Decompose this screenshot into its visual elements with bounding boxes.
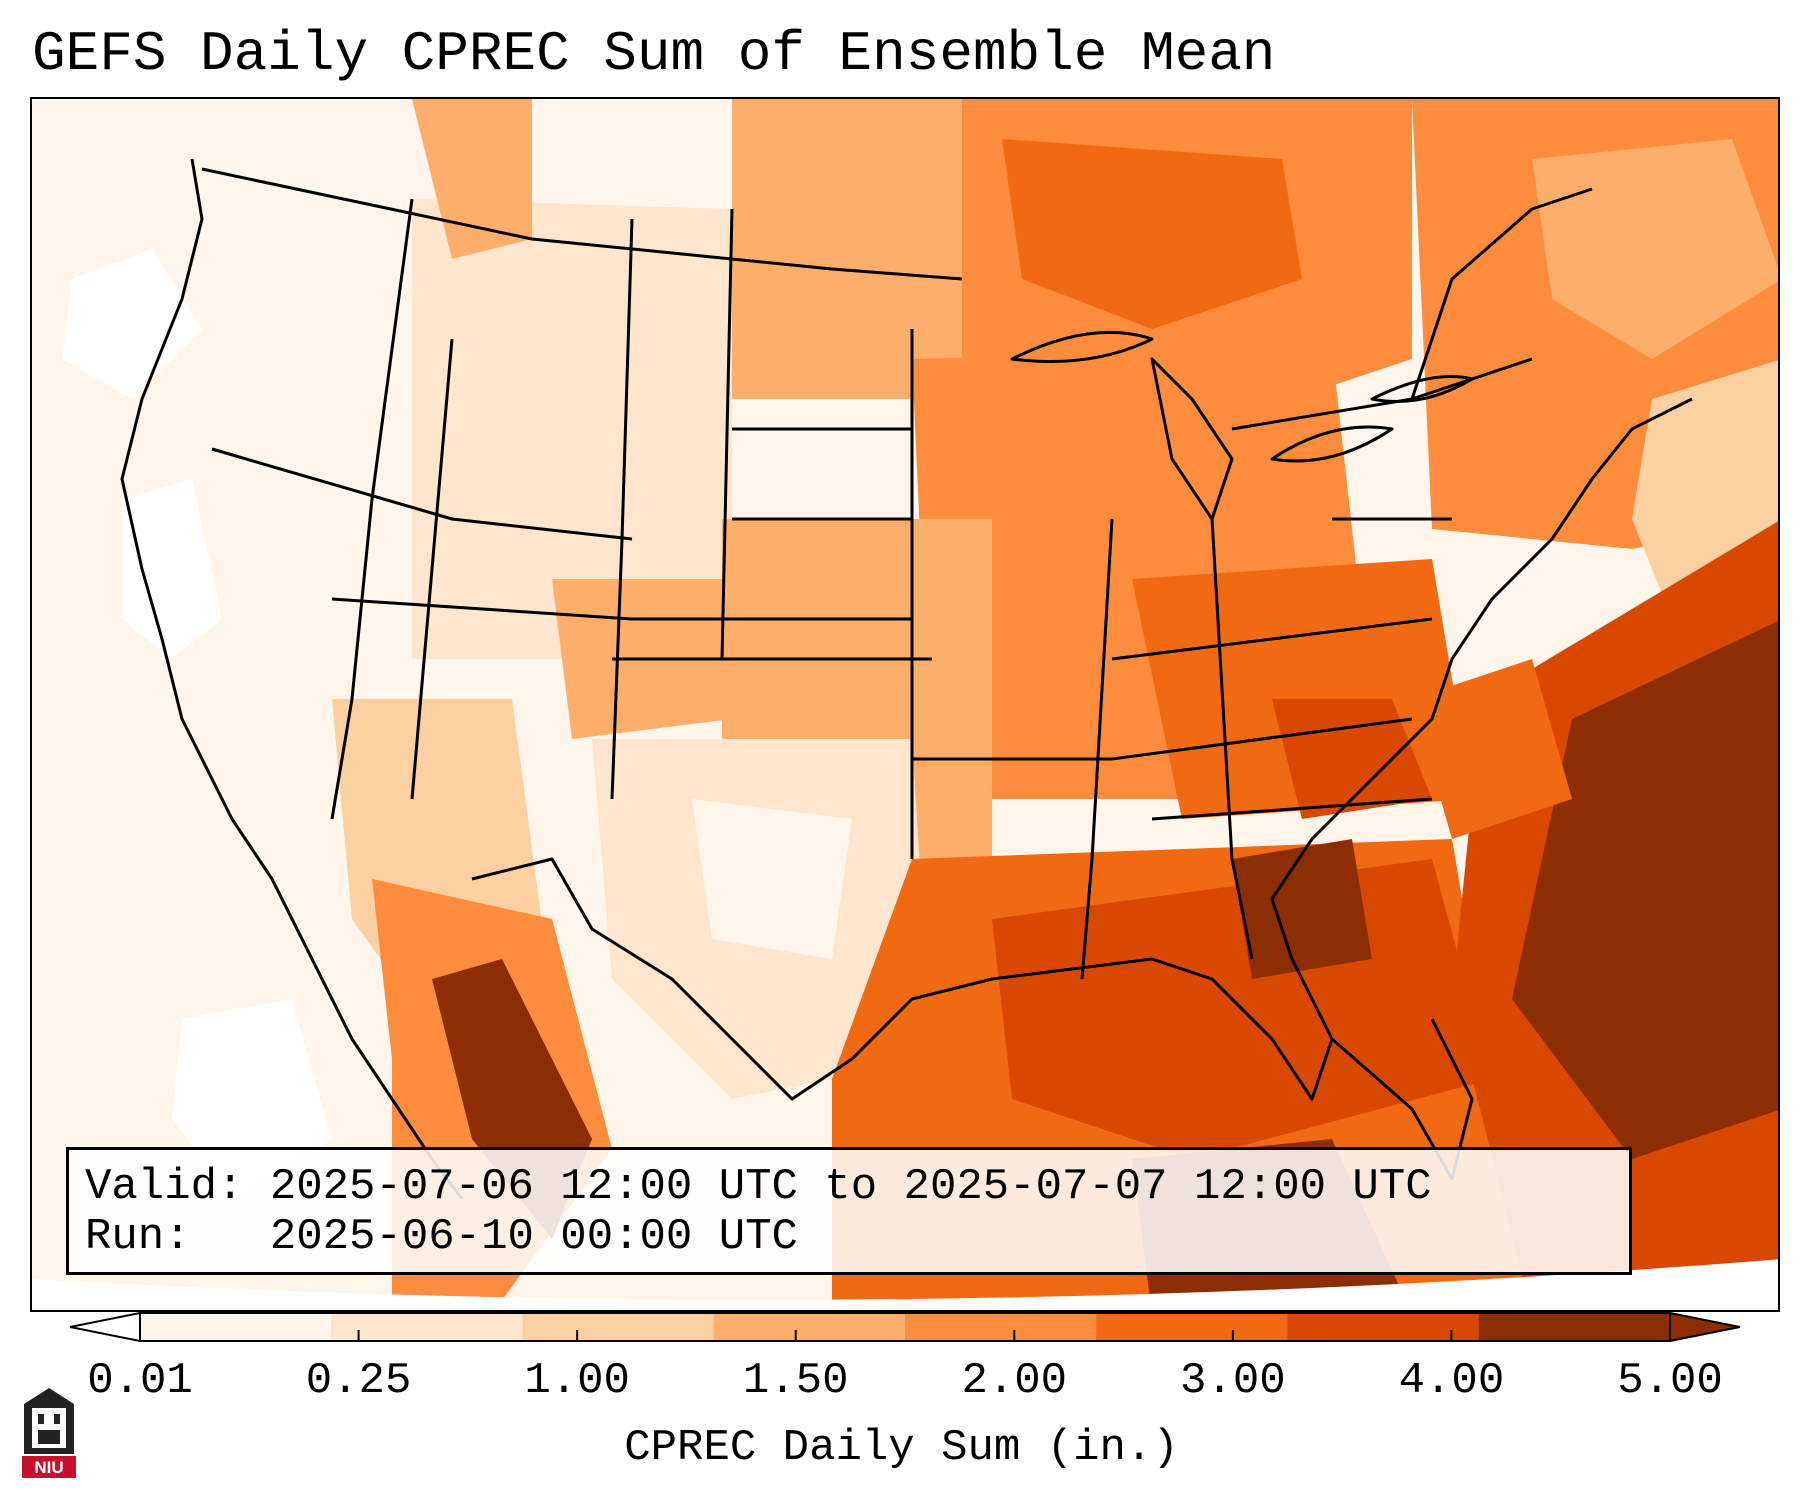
colorbar-tick-label: 4.00 — [1398, 1356, 1505, 1406]
colorbar-segment — [140, 1313, 332, 1341]
colorbar-label: CPREC Daily Sum (in.) — [624, 1423, 1179, 1473]
colorbar-segment — [1478, 1313, 1671, 1341]
run-line: Run: 2025-06-10 00:00 UTC — [85, 1212, 798, 1262]
colorbar-tick-label: 1.00 — [524, 1356, 630, 1406]
colorbar-segment — [1287, 1313, 1480, 1341]
validity-info-box: Valid: 2025-07-06 12:00 UTC to 2025-07-0… — [66, 1147, 1632, 1275]
logo-text: NIU — [34, 1458, 63, 1477]
valid-time-range: 2025-07-06 12:00 UTC to 2025-07-07 12:00… — [269, 1162, 1432, 1212]
precipitation-map — [32, 99, 1778, 1310]
state-borders — [120, 158, 1693, 1200]
map-panel — [30, 97, 1780, 1312]
colorbar-extend-max — [1669, 1312, 1740, 1342]
run-label: Run: — [85, 1212, 191, 1262]
run-time: 2025-06-10 00:00 UTC — [269, 1212, 798, 1262]
colorbar-outline — [139, 1312, 1671, 1342]
colorbar-segment — [905, 1313, 1097, 1341]
colorbar-segment — [1096, 1313, 1288, 1341]
colorbar-segment — [713, 1313, 906, 1341]
colorbar-tick-label: 0.01 — [87, 1356, 193, 1406]
valid-label: Valid: — [85, 1162, 244, 1212]
colorbar-tick-label: 5.00 — [1617, 1356, 1723, 1406]
colorbar-tick-label: 0.25 — [305, 1356, 412, 1406]
colorbar — [70, 1312, 1740, 1342]
colorbar-tick-label: 1.50 — [742, 1356, 849, 1406]
colorbar-tick-label: 2.00 — [961, 1356, 1068, 1406]
colorbar-extend-min — [70, 1312, 141, 1342]
map-title: GEFS Daily CPREC Sum of Ensemble Mean — [32, 22, 1276, 86]
niu-logo-icon: NIU — [22, 1388, 76, 1478]
colorbar-tick-label: 3.00 — [1180, 1356, 1286, 1406]
colorbar-segment — [331, 1313, 523, 1341]
colorbar-segment — [522, 1313, 715, 1341]
valid-line: Valid: 2025-07-06 12:00 UTC to 2025-07-0… — [85, 1162, 1432, 1212]
